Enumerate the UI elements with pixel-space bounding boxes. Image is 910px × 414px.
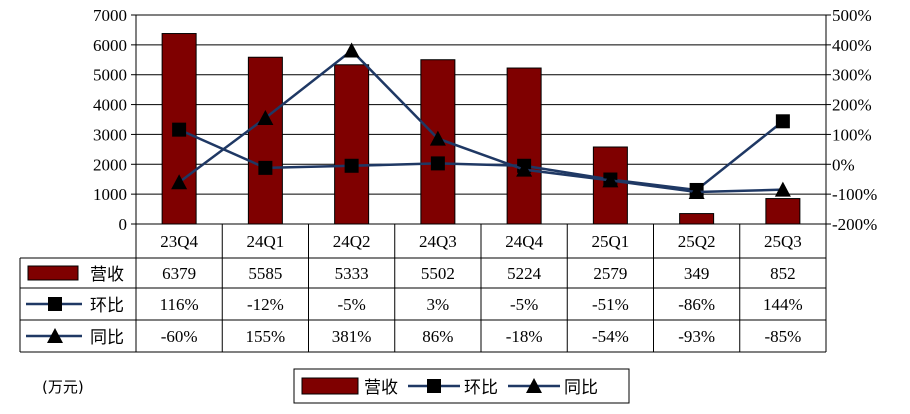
cell-同比: 381% <box>332 327 372 346</box>
y-left-tick-label: 2000 <box>93 155 127 174</box>
y-left-tick-label: 4000 <box>93 96 127 115</box>
key-营收 <box>27 265 79 281</box>
category-label: 24Q2 <box>333 232 371 251</box>
legend-marker-环比 <box>427 379 441 393</box>
cell-同比: 86% <box>422 327 453 346</box>
cell-环比: -12% <box>247 295 284 314</box>
cell-环比: 3% <box>427 295 450 314</box>
cell-同比: -18% <box>506 327 543 346</box>
legend-label-营收: 营收 <box>364 378 398 398</box>
bar-24Q4 <box>506 67 542 225</box>
y-left-tick-label: 0 <box>119 215 128 234</box>
cell-环比: -5% <box>510 295 538 314</box>
category-label: 23Q4 <box>160 232 198 251</box>
legend-label-环比: 环比 <box>464 378 498 398</box>
cell-营收: 5333 <box>335 264 369 283</box>
cell-营收: 2579 <box>593 264 627 283</box>
y-left-tick-label: 1000 <box>93 185 127 204</box>
marker-同比-25Q3 <box>774 181 791 197</box>
y-right-tick-label: 100% <box>832 125 872 144</box>
y-right-tick-label: -100% <box>832 185 877 204</box>
y-right-tick-label: -200% <box>832 215 877 234</box>
marker-环比-24Q3 <box>430 156 445 171</box>
legend-key-营收 <box>301 377 359 395</box>
cell-营收: 5224 <box>507 264 542 283</box>
marker-同比-23Q4 <box>171 174 188 190</box>
cell-营收: 349 <box>684 264 710 283</box>
marker-同比-24Q2 <box>343 42 360 58</box>
cell-环比: 116% <box>160 295 199 314</box>
legend: 营收 环比 同比 <box>293 368 630 404</box>
marker-同比-25Q1 <box>602 172 619 188</box>
marker-环比-24Q2 <box>344 158 359 173</box>
data-table: 23Q4 24Q1 24Q2 24Q3 24Q4 25Q1 25Q2 25Q3 营收 6379 55… <box>19 223 827 353</box>
key-marker-同比 <box>47 328 63 343</box>
bar-25Q2 <box>679 213 715 225</box>
bar-24Q2 <box>334 64 370 225</box>
marker-环比-24Q1 <box>258 160 273 175</box>
cell-同比: -60% <box>161 327 198 346</box>
category-label: 24Q4 <box>505 232 543 251</box>
cell-营收: 5502 <box>421 264 455 283</box>
category-label: 24Q1 <box>246 232 284 251</box>
category-label: 25Q2 <box>678 232 716 251</box>
y-left-tick-label: 5000 <box>93 66 127 85</box>
y-right-tick-label: 0% <box>832 155 855 174</box>
row-label-营收: 营收 <box>90 265 124 285</box>
cell-营收: 6379 <box>162 264 196 283</box>
marker-环比-23Q4 <box>172 122 187 137</box>
row-label-同比: 同比 <box>90 328 124 348</box>
legend-label-同比: 同比 <box>564 378 598 398</box>
y-left-tick-label: 3000 <box>93 125 127 144</box>
bar-25Q3 <box>765 198 801 225</box>
y-left-tick-label: 7000 <box>93 6 127 25</box>
marker-同比-24Q1 <box>257 110 274 126</box>
category-label: 25Q1 <box>591 232 629 251</box>
marker-同比-24Q3 <box>429 130 446 146</box>
growth-lines <box>171 42 791 200</box>
line-环比 <box>178 120 784 192</box>
cell-同比: -85% <box>764 327 801 346</box>
bar-24Q1 <box>247 56 283 225</box>
cell-营收: 852 <box>770 264 796 283</box>
marker-同比-24Q4 <box>516 161 533 177</box>
legend-marker-同比 <box>526 378 542 393</box>
y-right-tick-label: 400% <box>832 36 872 55</box>
cell-环比: 144% <box>763 295 803 314</box>
y-right-tick-label: 300% <box>832 66 872 85</box>
y-right-tick-label: 200% <box>832 96 872 115</box>
unit-label: (万元) <box>42 378 84 396</box>
category-label: 24Q3 <box>419 232 457 251</box>
cell-同比: 155% <box>246 327 286 346</box>
gridlines <box>136 14 826 195</box>
cell-环比: -5% <box>337 295 365 314</box>
cell-营收: 5585 <box>248 264 282 283</box>
row-label-环比: 环比 <box>90 296 124 316</box>
marker-同比-25Q2 <box>688 184 705 200</box>
cell-同比: -93% <box>678 327 715 346</box>
y-left-tick-label: 6000 <box>93 36 127 55</box>
key-marker-环比 <box>48 297 62 311</box>
revenue-bars <box>161 33 801 225</box>
y-right-tick-label: 500% <box>832 6 872 25</box>
marker-环比-25Q3 <box>775 114 790 129</box>
cell-环比: -51% <box>592 295 629 314</box>
cell-同比: -54% <box>592 327 629 346</box>
category-label: 25Q3 <box>764 232 802 251</box>
line-同比 <box>178 48 783 194</box>
cell-环比: -86% <box>678 295 715 314</box>
axes: 0 1000 2000 3000 4000 5000 6000 7000 -200% -100% 0… <box>93 6 877 234</box>
